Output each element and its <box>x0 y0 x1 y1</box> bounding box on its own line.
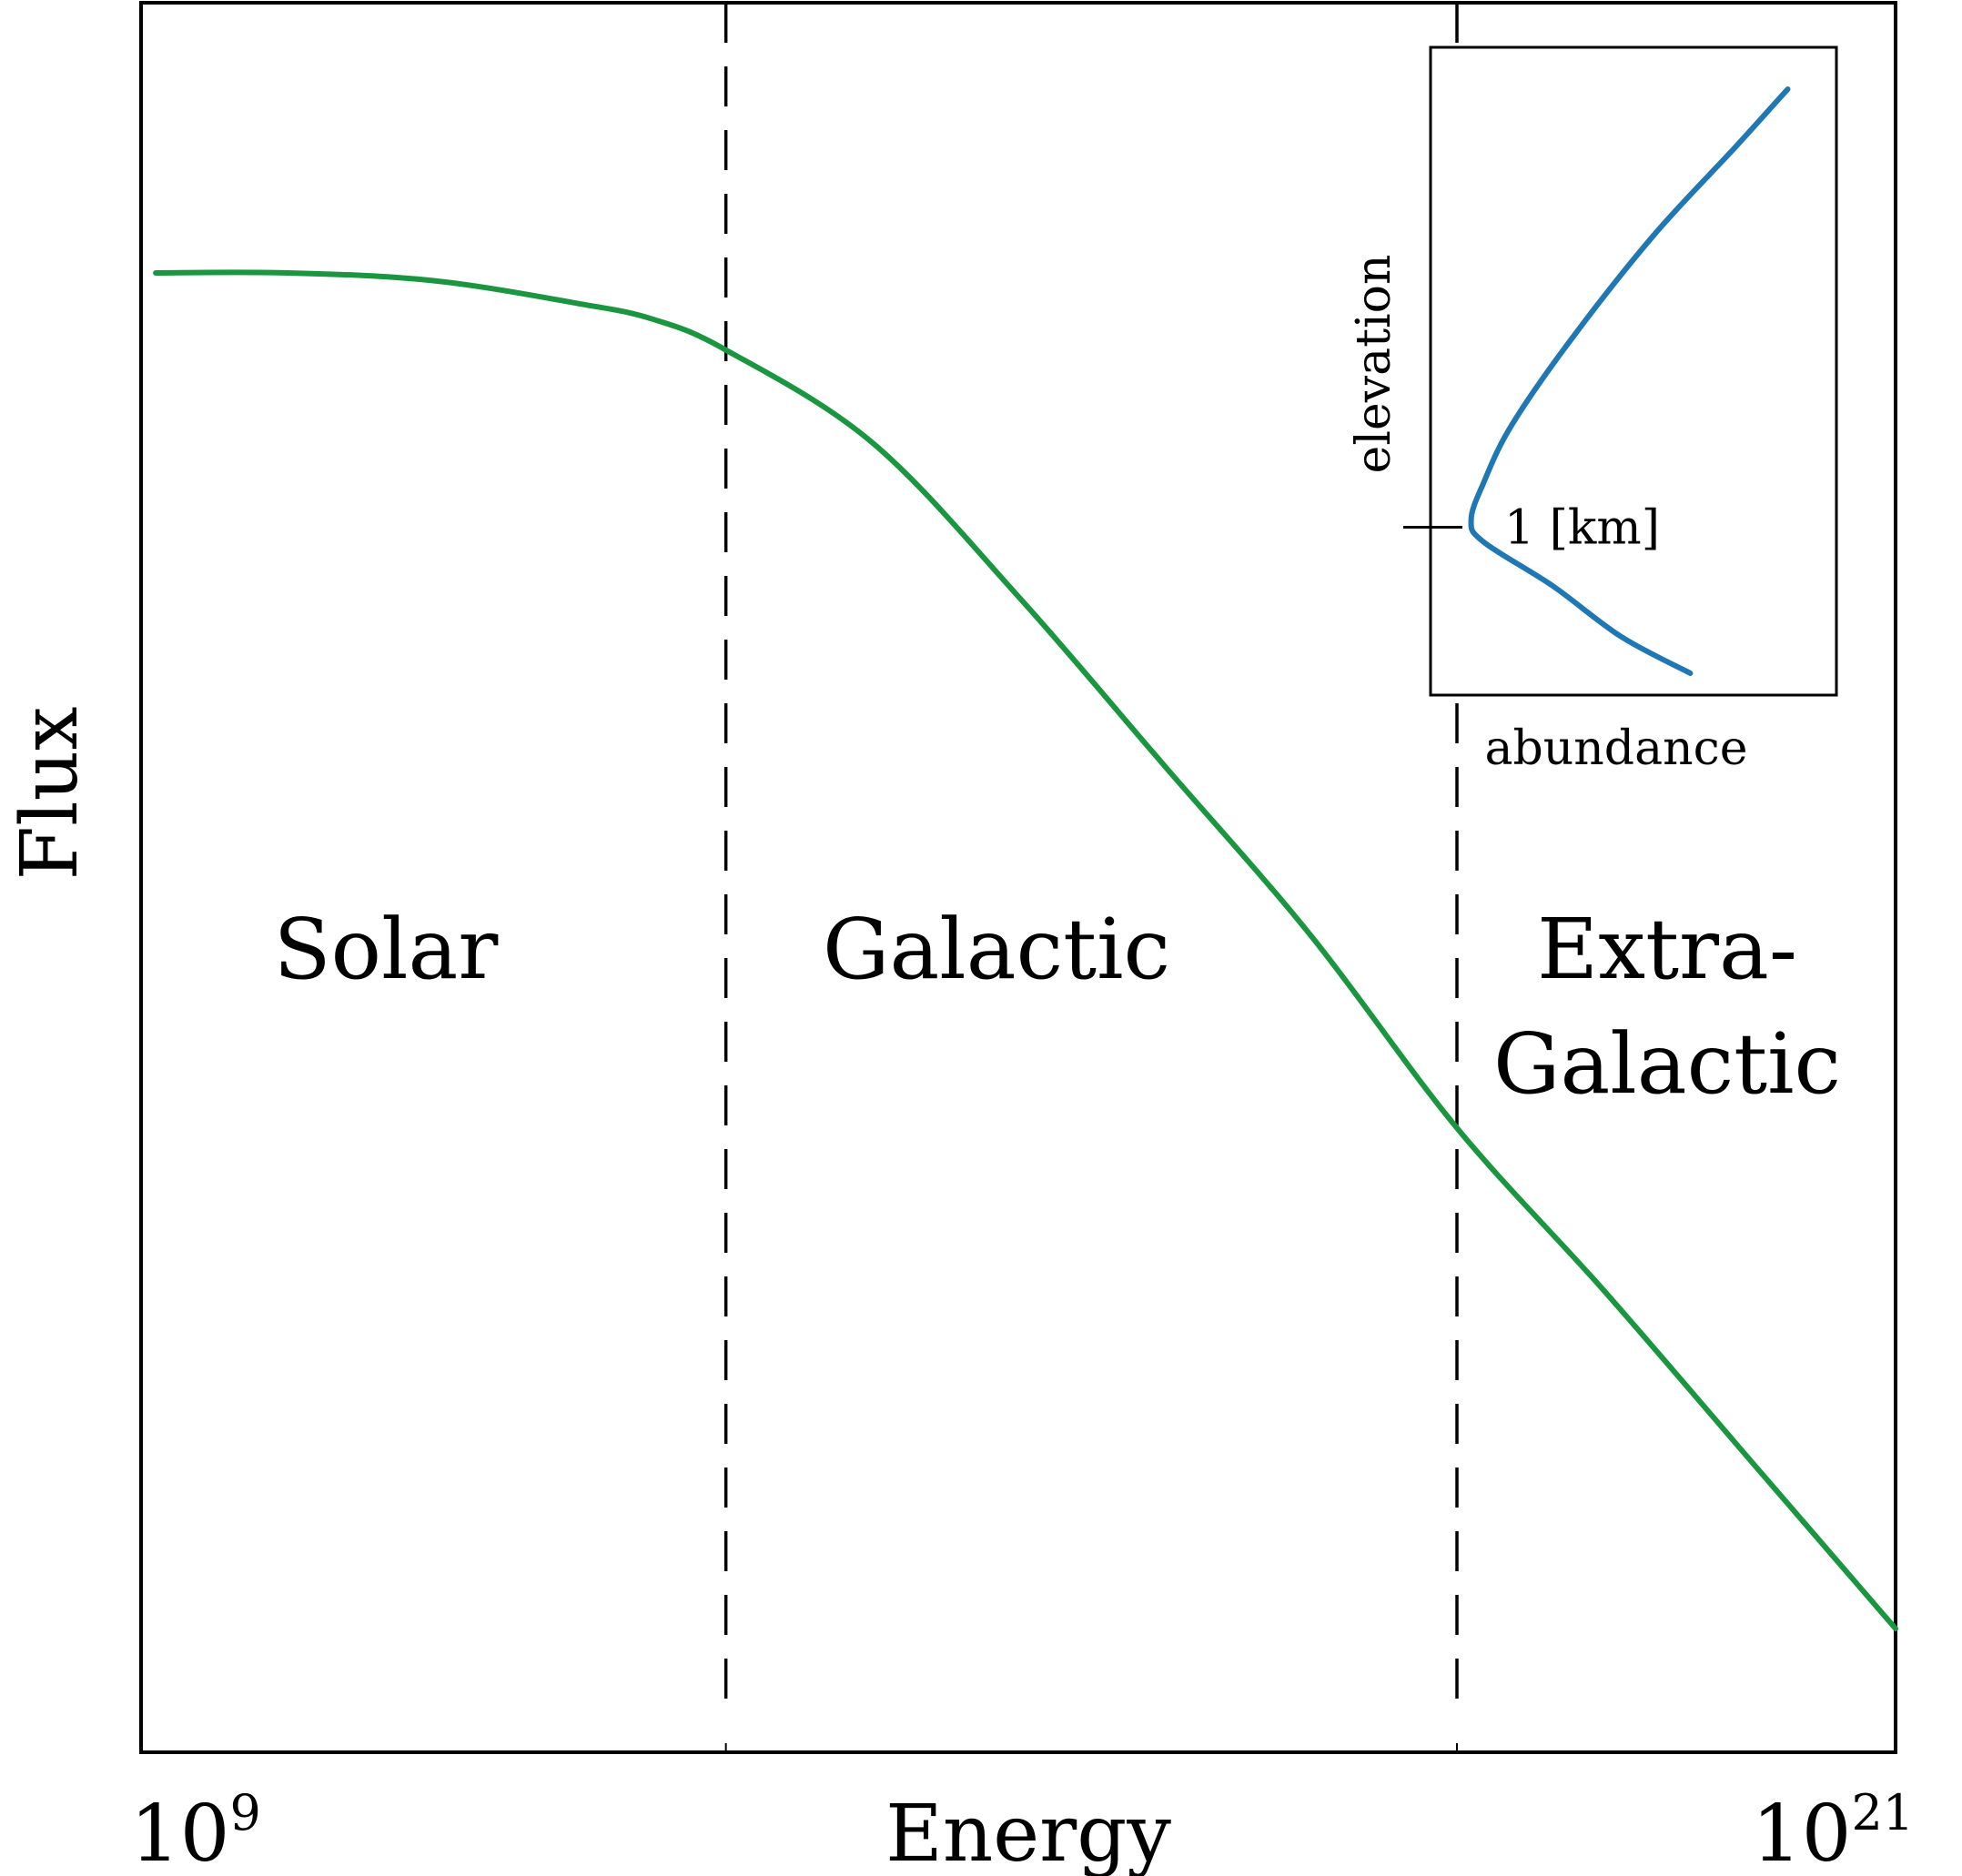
x-tick-min-base: 10 <box>130 1789 229 1876</box>
x-axis-label: Energy <box>885 1789 1171 1876</box>
inset-x-axis-label: abundance <box>1485 721 1748 776</box>
inset-plot-frame <box>1429 45 1838 697</box>
elevation-curve <box>1468 86 1791 676</box>
flux-curve <box>153 269 1898 1632</box>
x-axis-ticks <box>724 1743 1458 1752</box>
x-tick-max-base: 10 <box>1752 1789 1851 1876</box>
y-axis-label: Flux <box>5 706 96 880</box>
region-label-solar: Solar <box>274 901 499 998</box>
inset-y-tick-label: 1 [km] <box>1504 501 1660 556</box>
region-label-extragalactic-line1: Extra- <box>1537 901 1797 998</box>
region-labels: Solar Galactic Extra- Galactic <box>274 901 1841 1113</box>
region-label-extragalactic-line2: Galactic <box>1493 1015 1841 1113</box>
inset-plot: 1 [km] abundance elevation <box>1347 45 1838 776</box>
x-tick-label-max: 1021 <box>1752 1784 1914 1876</box>
x-tick-min-exponent: 9 <box>229 1784 260 1841</box>
x-tick-label-min: 109 <box>130 1784 261 1876</box>
x-tick-max-exponent: 21 <box>1851 1784 1914 1841</box>
main-plot-frame <box>139 1 1897 1754</box>
inset-y-axis-label: elevation <box>1347 255 1401 474</box>
region-label-galactic: Galactic <box>823 901 1170 998</box>
